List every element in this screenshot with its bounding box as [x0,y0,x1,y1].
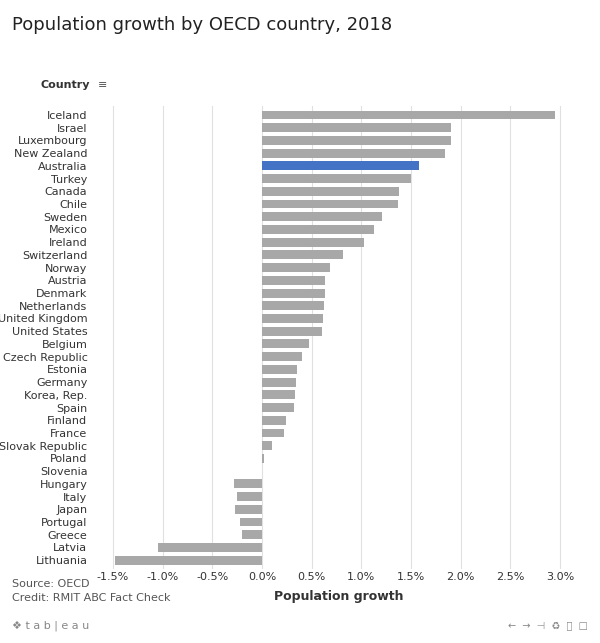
Bar [115,556,262,565]
Bar [262,327,322,336]
Text: Source: OECD: Source: OECD [12,579,89,589]
Bar [262,187,399,195]
Bar [262,251,343,259]
Bar [262,377,296,386]
Bar [235,505,262,514]
Bar [158,543,262,552]
Text: ❖ t a b | e a u: ❖ t a b | e a u [12,620,89,631]
Bar [262,314,323,323]
Bar [262,161,419,170]
Bar [262,441,272,450]
Bar [262,390,295,399]
Bar [262,416,286,424]
Bar [262,111,555,120]
Bar [237,492,262,501]
Bar [262,136,451,145]
Bar [262,352,302,361]
Bar [262,263,329,272]
Text: Credit: RMIT ABC Fact Check: Credit: RMIT ABC Fact Check [12,593,170,603]
Bar [242,530,262,539]
Bar [262,276,325,285]
Bar [262,302,323,310]
Bar [234,480,262,488]
Bar [262,149,445,158]
Text: ←  →  ⊣  ♻  ⎕  □: ← → ⊣ ♻ ⎕ □ [508,620,588,630]
X-axis label: Population growth: Population growth [274,590,404,603]
Bar [262,123,451,132]
Bar [240,518,262,527]
Bar [262,428,284,437]
Bar [262,212,382,221]
Bar [262,454,264,463]
Bar [262,199,398,208]
Bar [262,238,364,247]
Text: Population growth by OECD country, 2018: Population growth by OECD country, 2018 [12,16,392,34]
Bar [262,225,374,234]
Bar [262,289,325,298]
Bar [262,365,297,374]
Bar [262,174,411,183]
Text: ≡: ≡ [91,80,107,90]
Bar [262,403,294,412]
Text: Country: Country [41,80,90,90]
Bar [262,340,308,349]
